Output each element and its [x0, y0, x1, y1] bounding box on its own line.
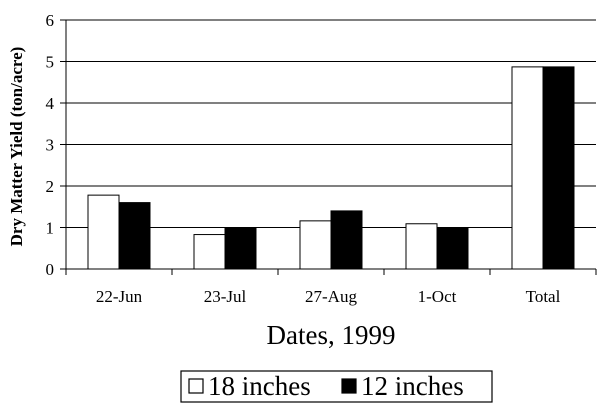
bar-18-inches-22-Jun — [87, 194, 120, 270]
bar-18-inches-27-Aug — [299, 220, 332, 270]
x-axis-title: Dates, 1999 — [267, 320, 396, 350]
x-tick-label: 1-Oct — [418, 287, 457, 306]
x-tick-label: 22-Jun — [96, 287, 143, 306]
bar-18-inches-23-Jul — [193, 234, 226, 270]
bar-18-inches-Total — [511, 66, 544, 270]
bar-12-inches-23-Jul — [224, 227, 257, 270]
x-tick-label: 27-Aug — [305, 287, 357, 306]
axes: 0 1 2 3 4 5 6 22-Jun 23-Jul 27-Aug 1-Oct Total — [46, 11, 597, 306]
bar-12-inches-27-Aug — [330, 210, 363, 270]
bar-12-inches-Total — [542, 66, 575, 270]
y-tick-label: 3 — [46, 136, 55, 155]
y-tick-label: 2 — [46, 177, 55, 196]
gridlines — [66, 19, 596, 228]
bar-12-inches-22-Jun — [118, 202, 151, 270]
y-axis-title: Dry Matter Yield (ton/acre) — [7, 47, 26, 247]
legend-box — [180, 370, 493, 403]
y-tick-label: 4 — [46, 94, 55, 113]
bar-18-inches-1-Oct — [405, 223, 438, 270]
x-tick-label: Total — [526, 287, 561, 306]
bars — [87, 66, 575, 270]
legend-swatch-12-inches — [341, 378, 357, 394]
bar-12-inches-1-Oct — [436, 227, 469, 270]
y-tick-label: 6 — [46, 11, 55, 30]
y-tick-label: 1 — [46, 219, 55, 238]
y-tick-label: 0 — [46, 260, 55, 279]
x-tick-label: 23-Jul — [204, 287, 247, 306]
y-tick-label: 5 — [46, 53, 55, 72]
legend-label-12-inches: 12 inches — [361, 371, 464, 401]
legend: 18 inches 12 inches — [180, 370, 493, 403]
legend-swatch-18-inches — [188, 378, 204, 394]
legend-label-18-inches: 18 inches — [208, 371, 311, 401]
